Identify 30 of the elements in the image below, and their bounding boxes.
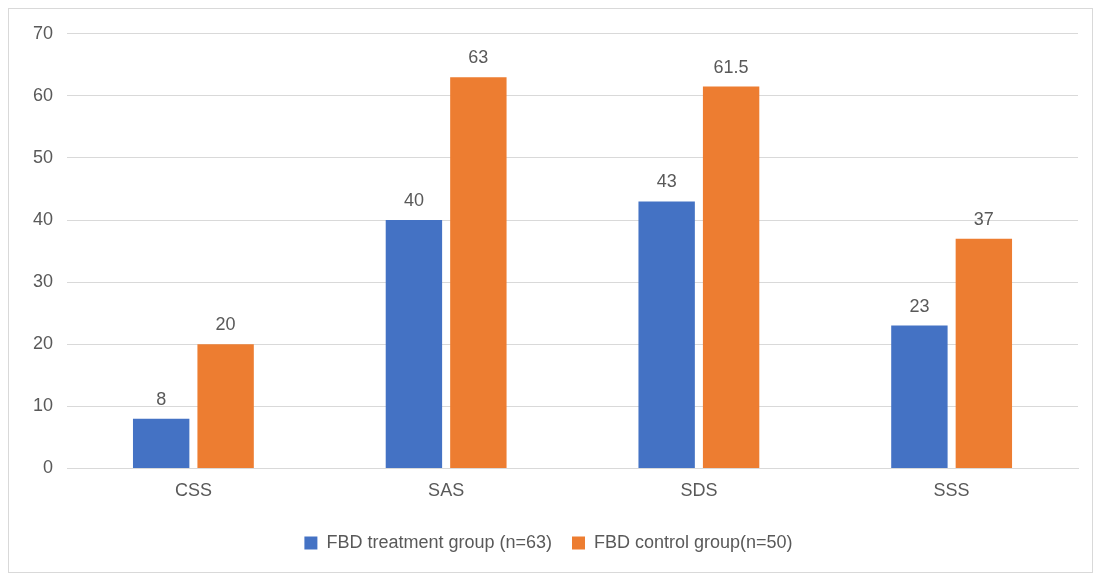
y-tick-label: 0 [43, 457, 54, 478]
bar [132, 418, 190, 468]
data-label: 43 [656, 171, 677, 192]
data-label: 8 [156, 388, 167, 409]
bar [891, 325, 948, 468]
x-tick-label: SSS [933, 480, 970, 501]
data-label: 23 [909, 295, 930, 316]
bar [450, 77, 507, 468]
bar [955, 238, 1013, 468]
y-tick-label: 70 [32, 22, 54, 43]
data-label: 40 [403, 190, 424, 211]
x-tick-label: SAS [428, 480, 465, 501]
x-tick-label: SDS [680, 480, 718, 501]
bar [197, 344, 254, 468]
data-label: 20 [215, 314, 236, 335]
bar [385, 220, 443, 468]
legend-label: FBD treatment group (n=63) [326, 531, 553, 552]
bar [638, 201, 695, 468]
x-tick-label: CSS [174, 480, 212, 501]
data-label: 63 [468, 47, 489, 68]
y-tick-label: 40 [32, 209, 54, 230]
y-tick-label: 60 [32, 84, 54, 105]
bar [702, 86, 760, 468]
y-tick-label: 10 [32, 395, 54, 416]
data-label: 61.5 [713, 56, 749, 77]
data-label: 37 [973, 208, 994, 229]
y-tick-label: 50 [32, 146, 54, 167]
y-tick-label: 30 [32, 271, 54, 292]
y-tick-label: 20 [32, 333, 54, 354]
legend-label: FBD control group(n=50) [594, 531, 793, 552]
